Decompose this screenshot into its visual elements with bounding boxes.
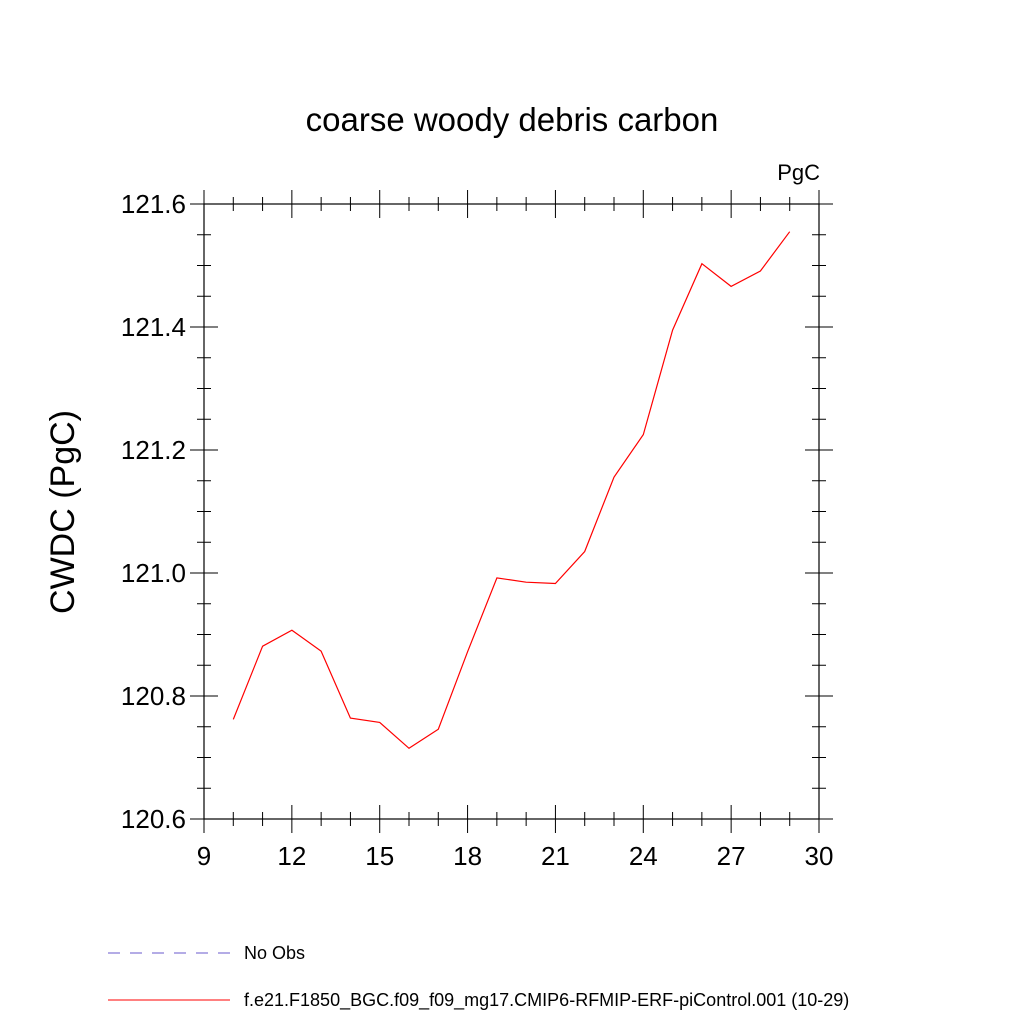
- legend-label: No Obs: [244, 943, 305, 963]
- x-tick-label: 15: [365, 841, 394, 871]
- legend: No Obs f.e21.F1850_BGC.f09_f09_mg17.CMIP6…: [108, 943, 849, 1011]
- x-tick-label: 24: [629, 841, 658, 871]
- x-tick-label: 21: [541, 841, 570, 871]
- y-tick-label: 120.6: [121, 804, 186, 834]
- x-tick-label: 18: [453, 841, 482, 871]
- x-tick-label: 12: [277, 841, 306, 871]
- y-tick-label: 121.6: [121, 189, 186, 219]
- y-tick-label: 121.0: [121, 558, 186, 588]
- legend-label: f.e21.F1850_BGC.f09_f09_mg17.CMIP6-RFMIP…: [244, 990, 849, 1011]
- y-tick-label: 121.2: [121, 435, 186, 465]
- axis-ticks: [190, 190, 833, 833]
- plot-frame: [203, 203, 820, 820]
- x-tick-label: 30: [805, 841, 834, 871]
- series-layer: [232, 231, 791, 750]
- series-line: [232, 231, 791, 750]
- x-tick-label: 27: [717, 841, 746, 871]
- chart-title: coarse woody debris carbon: [306, 101, 719, 138]
- units-label: PgC: [777, 160, 820, 185]
- axis-tick-labels: 9 12 15 18 21 24 27 30 120.6 120.8 121.0 121.2 121.4…: [121, 189, 834, 871]
- x-tick-label: 9: [197, 841, 211, 871]
- y-tick-label: 120.8: [121, 681, 186, 711]
- y-axis-label: CWDC (PgC): [44, 410, 82, 614]
- y-tick-label: 121.4: [121, 312, 186, 342]
